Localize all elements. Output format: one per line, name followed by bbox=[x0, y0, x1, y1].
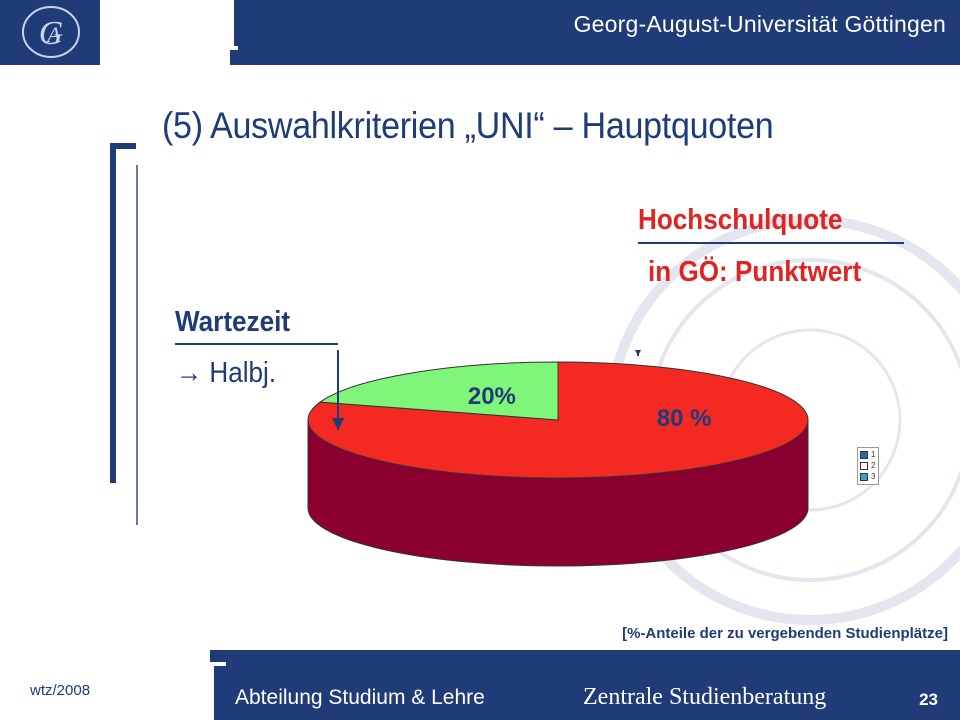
pointer-arrow bbox=[332, 350, 344, 430]
footer bbox=[0, 650, 960, 720]
wartezeit-title: Wartezeit bbox=[175, 306, 291, 338]
legend-item: 1 bbox=[860, 450, 875, 459]
page-number: 23 bbox=[919, 690, 938, 709]
pointer-arrow bbox=[635, 350, 641, 356]
legend-label: 3 bbox=[871, 472, 876, 481]
header-bracket bbox=[230, 0, 238, 50]
legend-item: 3 bbox=[860, 472, 875, 481]
footer-gap bbox=[0, 650, 210, 720]
left-bracket-decoration bbox=[110, 143, 136, 483]
chart-legend: 1 2 3 bbox=[857, 447, 879, 485]
footer-bar bbox=[210, 650, 960, 720]
hochschulquote-underline bbox=[638, 242, 904, 244]
wartezeit-underline bbox=[175, 343, 338, 345]
university-monogram-icon: G A bbox=[22, 6, 80, 58]
footer-bracket bbox=[210, 662, 226, 720]
service-name: Zentrale Studienberatung bbox=[583, 684, 827, 710]
svg-text:A: A bbox=[45, 22, 61, 47]
pie-chart: 80 % 20% bbox=[307, 350, 809, 567]
hochschulquote-title: Hochschulquote bbox=[638, 204, 843, 236]
hochschulquote-subtitle: in GÖ: Punktwert bbox=[648, 256, 862, 288]
header-gap bbox=[100, 0, 230, 65]
department-name: Abteilung Studium & Lehre bbox=[235, 686, 485, 709]
pie-data-label: 20% bbox=[468, 383, 516, 410]
logo-box: G A bbox=[0, 0, 100, 65]
chart-footnote: [%-Anteile der zu vergebenden Studienplä… bbox=[622, 625, 948, 642]
pie-data-label: 80 % bbox=[657, 405, 712, 432]
slide-title: (5) Auswahlkriterien „UNI“ – Hauptquoten bbox=[162, 105, 774, 146]
wartezeit-subtitle: → Halbj. bbox=[176, 357, 277, 389]
author-stamp: wtz/2008 bbox=[30, 682, 91, 699]
legend-item: 2 bbox=[860, 461, 875, 470]
left-line-decoration bbox=[136, 165, 138, 525]
legend-label: 1 bbox=[871, 450, 876, 459]
svg-text:G: G bbox=[39, 15, 64, 52]
legend-label: 2 bbox=[871, 461, 876, 470]
pie-slice bbox=[318, 361, 559, 421]
header-bar: G A Georg-August-Universität Göttingen bbox=[0, 0, 960, 65]
university-name: Georg-August-Universität Göttingen bbox=[573, 11, 946, 37]
header-banner: Georg-August-Universität Göttingen bbox=[230, 0, 960, 65]
